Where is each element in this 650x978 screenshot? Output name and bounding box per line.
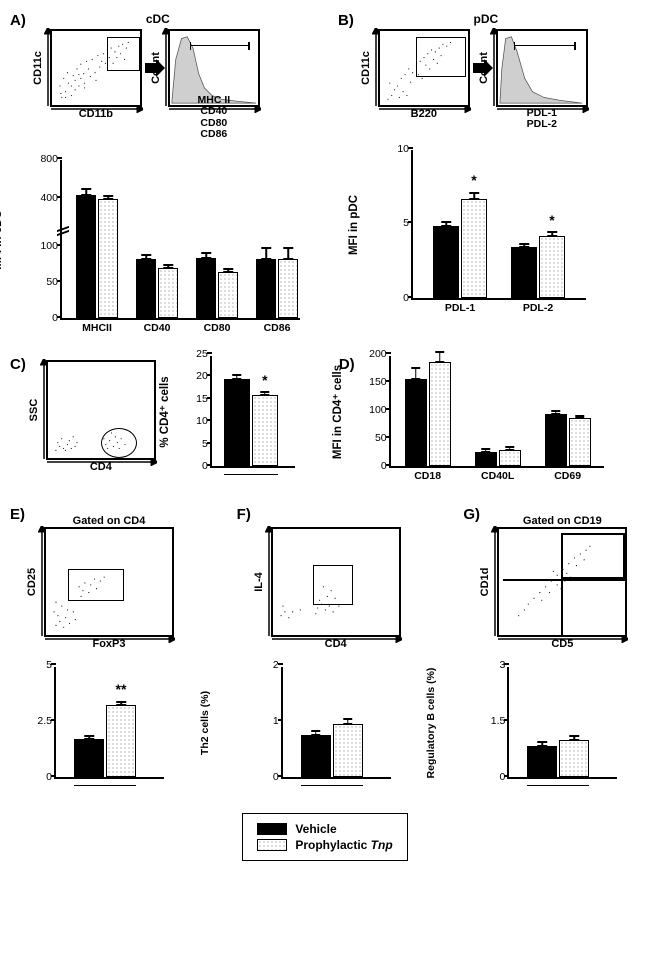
panel-d-barchart: MFI in CD4⁺ cells 200 150 100 50 0 CD18 … <box>363 356 613 468</box>
panel-a-hist: Count MHC II CD40 CD80 <box>168 29 260 107</box>
panel-a-bar-ylabel: MFI in cDC <box>0 210 4 269</box>
legend: Vehicle Prophylactic Tnp <box>242 813 407 861</box>
panel-a-title: cDC <box>56 12 260 26</box>
panel-a-barchart: MFI in cDC 800 400 100 50 0 <box>30 160 310 320</box>
panel-a-scatter-ylabel: CD11c <box>32 51 44 85</box>
legend-vehicle-swatch <box>257 823 287 835</box>
panel-c: C) SSC CD4 % CD4⁺ cells 25 20 15 <box>10 356 305 468</box>
panel-a-hist-ylabel: Count <box>150 52 162 84</box>
panel-a: A) cDC CD11c CD11b <box>10 12 310 320</box>
panel-a-label: A) <box>10 12 26 29</box>
panel-g-scatter: Gated on CD19 CD1d CD5 <box>497 527 627 637</box>
panel-b-scatter: CD11c B220 <box>378 29 470 107</box>
legend-prophylactic-swatch <box>257 839 287 851</box>
panel-b-title: pDC <box>384 12 588 26</box>
panel-a-scatter: CD11c CD11b <box>50 29 142 107</box>
panel-d: D) MFI in CD4⁺ cells 200 150 100 50 0 CD… <box>339 356 613 468</box>
panel-e-barchart: Regulatory T cells (%) 5 2.5 0 ** <box>10 667 187 779</box>
panel-g-barchart: Regulatory B cells (%) 3 1.5 0 <box>463 667 640 779</box>
legend-vehicle-label: Vehicle <box>295 822 336 836</box>
panel-e-scatter: Gated on CD4 CD25 FoxP3 <box>44 527 174 637</box>
panel-g: G) Gated on CD19 CD1d CD5 <box>463 506 640 637</box>
panel-f-barchart: Th2 cells (%) 2 1 0 <box>237 667 414 779</box>
panel-c-scatter: SSC CD4 <box>46 360 156 460</box>
panel-f: F) IL-4 CD4 <box>237 506 414 637</box>
panel-a-hist-xlabels: MHC II CD40 CD80 CD86 <box>197 95 230 141</box>
legend-prophylactic-label: Prophylactic Tnp <box>295 838 392 852</box>
panel-b-barchart: MFI in pDC 10 5 0 * PDL-1 * PDL-2 <box>386 150 596 300</box>
panel-b: B) pDC CD11c B220 <box>338 12 628 300</box>
panel-b-hist: Count PDL-1 PDL-2 <box>496 29 588 107</box>
panel-e: E) Gated on CD4 CD25 FoxP3 <box>10 506 187 637</box>
panel-b-label: B) <box>338 12 354 29</box>
panel-f-scatter: IL-4 CD4 <box>271 527 401 637</box>
panel-c-barchart: % CD4⁺ cells 25 20 15 10 5 0 * <box>190 356 305 468</box>
